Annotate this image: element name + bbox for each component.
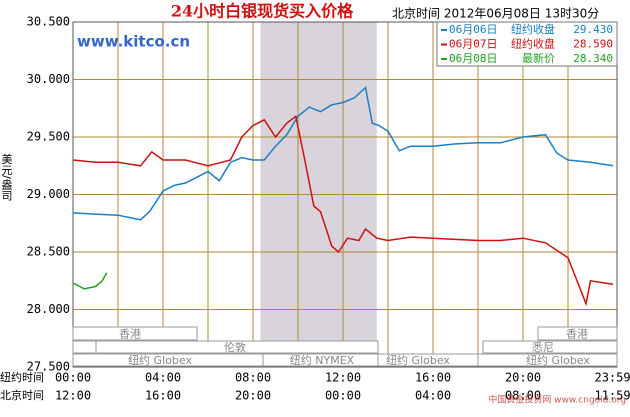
x-tick-label: 12:00: [325, 371, 361, 385]
session-label: 香港: [566, 328, 588, 341]
x2-axis-label: 北京时间: [0, 388, 44, 402]
legend-value: 28.340: [573, 52, 613, 65]
x2-tick-label: 16:00: [145, 389, 181, 403]
x-axis-label: 纽约时间: [0, 370, 44, 384]
session-label: 香港: [119, 328, 141, 341]
source-label: www.kitco.cn: [77, 33, 190, 51]
session-label: 纽约 NYMEX: [290, 353, 355, 367]
session-box: [482, 340, 618, 354]
session-box: [537, 326, 618, 341]
legend-value: 28.590: [573, 38, 613, 51]
legend-value: 29.430: [573, 23, 613, 36]
series-line: [72, 114, 614, 307]
legend-box: [436, 21, 618, 67]
y-tick-label: 30.000: [27, 72, 70, 86]
x-tick-label: 20:00: [505, 371, 541, 385]
x-tick-label: 08:00: [235, 371, 271, 385]
y-tick-label: 28.500: [27, 245, 70, 259]
legend-label: 06月07日: [449, 38, 498, 51]
chart-title: 24小时白银现货买入价格: [171, 2, 354, 21]
series-line: [72, 272, 108, 290]
legend-tag: 纽约收盘: [511, 37, 555, 51]
plot-border: [72, 21, 618, 368]
session-box: [477, 353, 618, 367]
y-tick-label: 29.000: [27, 187, 70, 201]
session-label: 纽约 Globex: [386, 353, 450, 367]
series-line: [72, 86, 614, 221]
x2-tick-label: 12:00: [55, 389, 91, 403]
session-label: 伦敦: [224, 340, 246, 354]
x-tick-label: 00:00: [55, 371, 91, 385]
y-axis-label: 美元/盎司: [0, 153, 13, 201]
plot-area: [72, 21, 618, 368]
y-tick-label: 30.500: [27, 15, 70, 29]
x2-tick-label: 04:00: [415, 389, 451, 403]
legend-tag: 最新价: [522, 51, 555, 65]
x-tick-label: 23:59: [594, 371, 630, 385]
y-tick-label: 29.500: [27, 130, 70, 144]
legend-label: 06月06日: [449, 23, 498, 36]
watermark: 中国黄金投资网 www.cngold.org: [488, 394, 626, 406]
session-label: 纽约 Globex: [128, 353, 192, 367]
x2-tick-label: 00:00: [325, 389, 361, 403]
x2-tick-label: 08:00: [505, 389, 541, 403]
session-box: [95, 340, 379, 354]
x2-tick-label: 20:00: [235, 389, 271, 403]
session-box: [72, 326, 198, 341]
legend-label: 06月08日: [449, 52, 498, 65]
y-tick-label: 28.000: [27, 302, 70, 316]
x-tick-label: 04:00: [145, 371, 181, 385]
x2-tick-label: 11:59: [594, 389, 630, 403]
session-label: 悉尼: [532, 341, 554, 354]
chart-subtitle: 北京时间 2012年06月08日 13时30分: [392, 7, 599, 21]
session-label: 纽约 Globex: [526, 353, 590, 367]
legend-tag: 纽约收盘: [511, 22, 555, 36]
session-box: [72, 340, 97, 354]
x-tick-label: 16:00: [415, 371, 451, 385]
y-tick-label: 27.500: [27, 360, 70, 374]
